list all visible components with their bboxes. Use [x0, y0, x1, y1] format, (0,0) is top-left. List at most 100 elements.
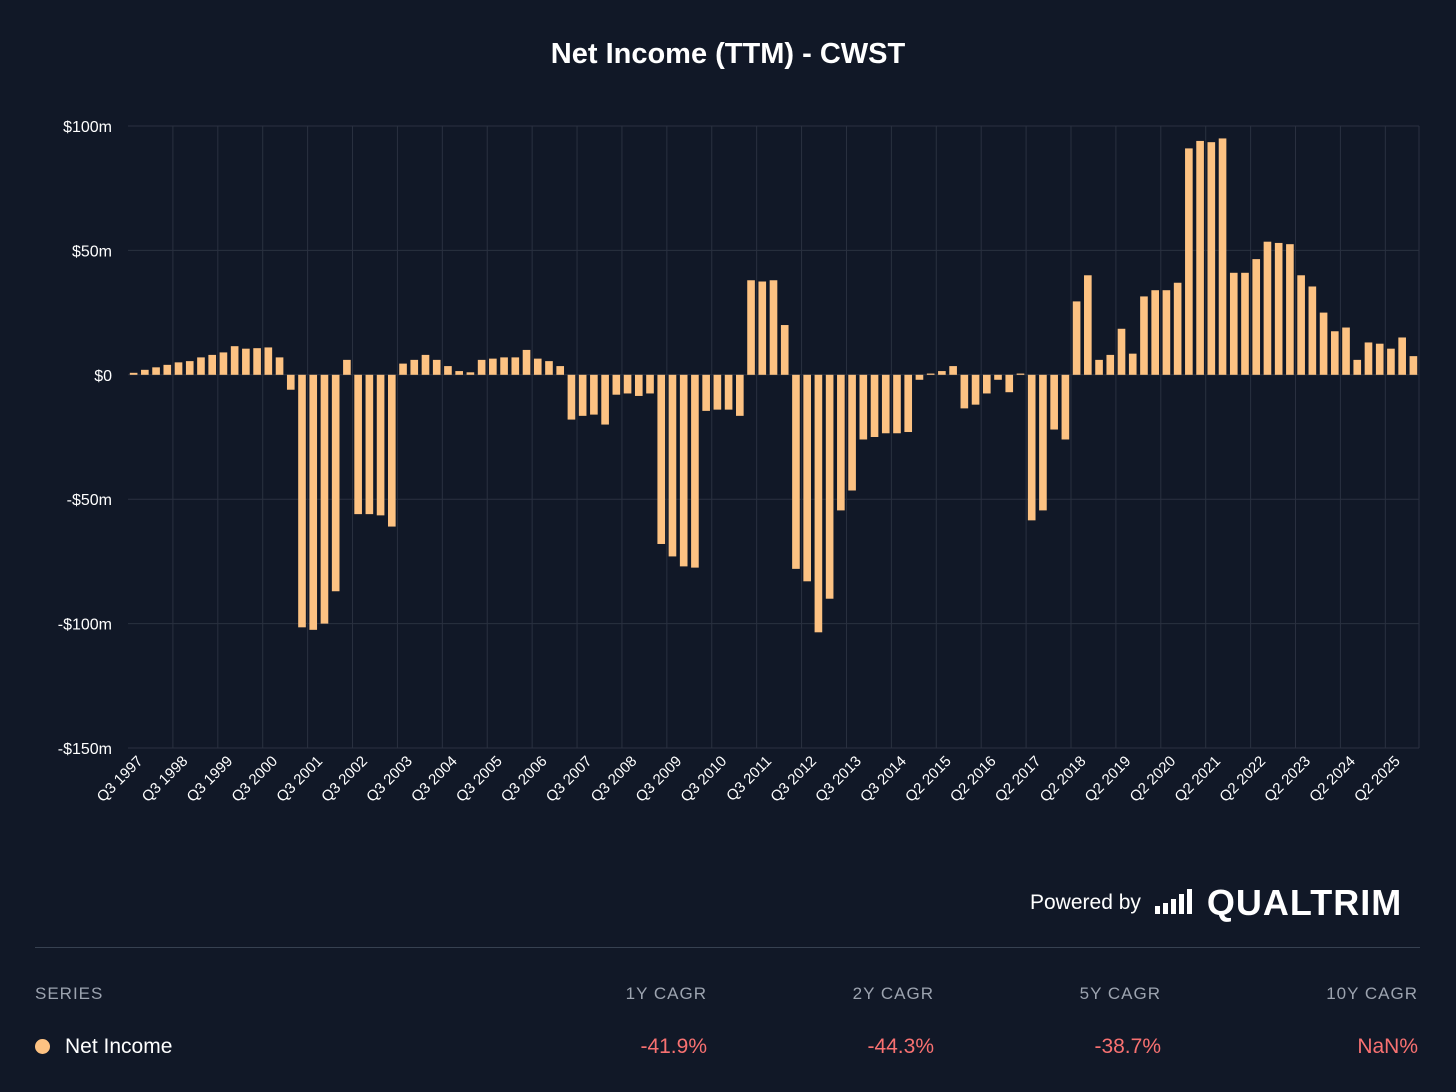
x-tick-label: Q3 1997: [94, 753, 147, 806]
bars: [129, 138, 1418, 633]
bar: [1409, 356, 1418, 375]
chart-title: Net Income (TTM) - CWST: [550, 38, 906, 70]
bar: [960, 374, 969, 409]
bar: [286, 374, 295, 390]
bar: [511, 357, 520, 375]
bar: [926, 373, 935, 375]
x-tick-label: Q3 2004: [408, 753, 461, 806]
y-tick-label: -$150m: [58, 741, 112, 758]
bar: [264, 347, 273, 375]
x-tick-label: Q3 2011: [723, 753, 775, 805]
bar: [141, 369, 149, 375]
bar: [298, 374, 306, 628]
bar: [1274, 242, 1283, 375]
bar: [1218, 138, 1227, 375]
bar: [578, 374, 587, 416]
bar: [152, 367, 160, 375]
bar: [1196, 140, 1204, 375]
bar: [691, 374, 699, 568]
bar: [938, 371, 946, 375]
bar: [1185, 148, 1193, 375]
bar: [634, 374, 643, 396]
bar: [982, 374, 991, 394]
x-tick-label: Q3 2003: [363, 753, 416, 806]
bar: [1263, 241, 1272, 375]
bar: [1162, 290, 1171, 375]
bar: [971, 374, 980, 405]
bar: [601, 374, 609, 425]
x-tick-label: Q2 2020: [1127, 753, 1180, 806]
header-2y-cagr: 2Y CAGR: [852, 984, 934, 1003]
bar: [1319, 312, 1328, 375]
bar: [522, 349, 531, 375]
x-tick-label: Q3 2010: [677, 753, 730, 806]
x-tick-label: Q2 2015: [902, 753, 955, 806]
bar: [174, 362, 183, 375]
bar: [376, 374, 385, 516]
bar: [1229, 272, 1238, 375]
x-tick-label: Q3 2014: [857, 753, 910, 806]
bar: [1308, 286, 1317, 375]
y-tick-label: -$100m: [58, 617, 112, 634]
x-tick-label: Q2 2018: [1037, 753, 1090, 806]
header-5y-cagr: 5Y CAGR: [1079, 984, 1161, 1003]
bar: [556, 366, 565, 375]
bar: [1342, 327, 1350, 375]
bar: [1353, 359, 1362, 375]
bar: [848, 374, 856, 491]
bar: [736, 374, 744, 416]
x-tick-label: Q3 2002: [318, 753, 371, 806]
bar: [1398, 337, 1406, 375]
bar: [1173, 282, 1182, 375]
bar: [1072, 301, 1081, 375]
y-tick-label: -$50m: [67, 492, 112, 509]
bar: [477, 359, 486, 375]
x-tick-label: Q3 2001: [273, 753, 326, 806]
bar: [354, 374, 362, 515]
x-tick-label: Q3 2013: [812, 753, 865, 806]
value-1y-cagr: -41.9%: [640, 1035, 707, 1058]
bar: [769, 280, 778, 375]
y-tick-label: $0: [94, 368, 112, 385]
value-2y-cagr: -44.3%: [867, 1035, 934, 1058]
y-tick-label: $50m: [72, 243, 112, 260]
bar: [758, 281, 767, 375]
value-5y-cagr: -38.7%: [1094, 1035, 1161, 1058]
bar: [1027, 374, 1036, 521]
bar: [870, 374, 879, 437]
bar: [881, 374, 890, 434]
bar: [242, 348, 250, 375]
bar: [1106, 354, 1115, 375]
bar: [1207, 142, 1216, 375]
y-axis-ticks: $100m $50m $0 -$50m -$100m -$150m: [58, 119, 112, 758]
bar: [837, 374, 845, 511]
header-1y-cagr: 1Y CAGR: [625, 984, 707, 1003]
bar: [1330, 331, 1339, 375]
bar: [825, 374, 834, 599]
bar: [949, 366, 957, 375]
bar: [309, 374, 318, 630]
bar: [1050, 374, 1058, 430]
bar: [1095, 359, 1103, 375]
bar: [275, 357, 284, 375]
bar: [432, 359, 441, 375]
bar: [657, 374, 666, 544]
header-series: SERIES: [35, 984, 104, 1003]
bar: [421, 354, 430, 375]
divider: [35, 947, 1420, 948]
bar: [814, 374, 823, 633]
series-name: Net Income: [65, 1035, 173, 1058]
x-tick-label: Q3 1999: [184, 753, 237, 806]
bar: [668, 374, 677, 557]
bar: [219, 352, 228, 375]
brand-name: QUALTRIM: [1206, 882, 1403, 923]
powered-by-branding: Powered by QUALTRIM: [1030, 882, 1402, 924]
bar: [646, 374, 654, 394]
bar: [163, 364, 172, 375]
bar: [780, 325, 789, 375]
x-tick-label: Q2 2022: [1216, 753, 1269, 806]
x-tick-label: Q2 2017: [992, 753, 1045, 806]
